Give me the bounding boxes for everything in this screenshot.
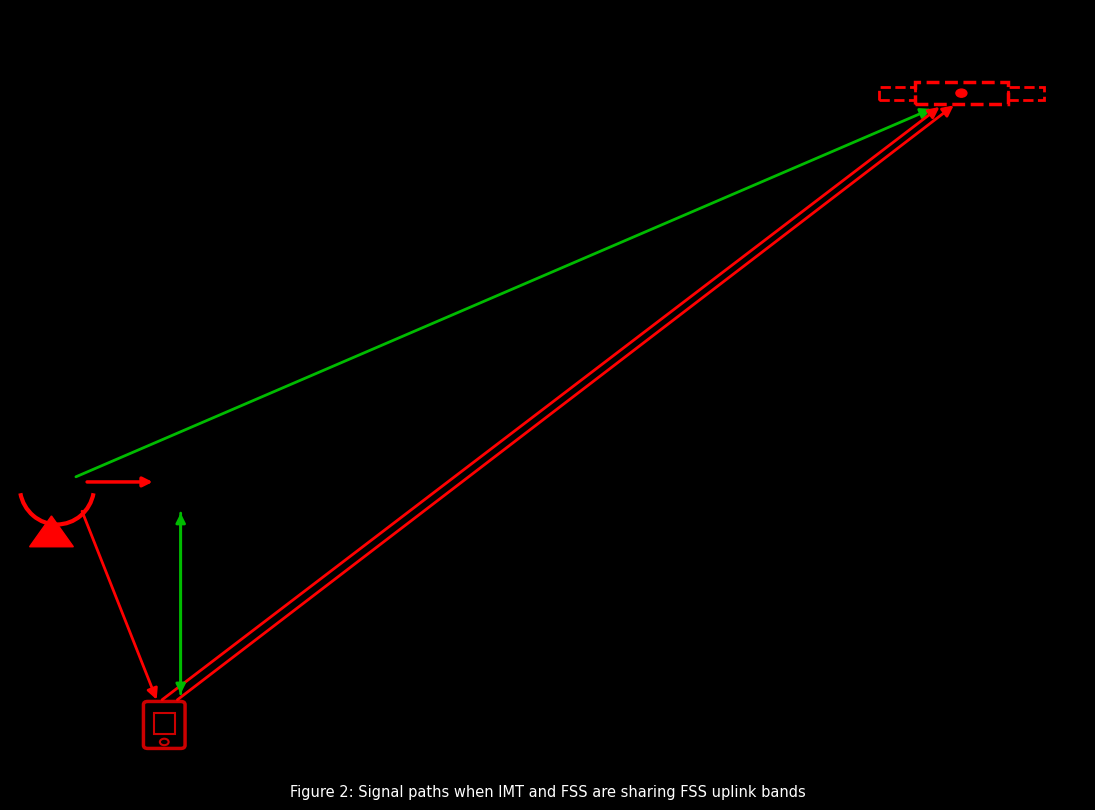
Text: Figure 2: Signal paths when IMT and FSS are sharing FSS uplink bands: Figure 2: Signal paths when IMT and FSS …	[289, 785, 806, 800]
Polygon shape	[30, 516, 73, 547]
Circle shape	[956, 89, 967, 97]
